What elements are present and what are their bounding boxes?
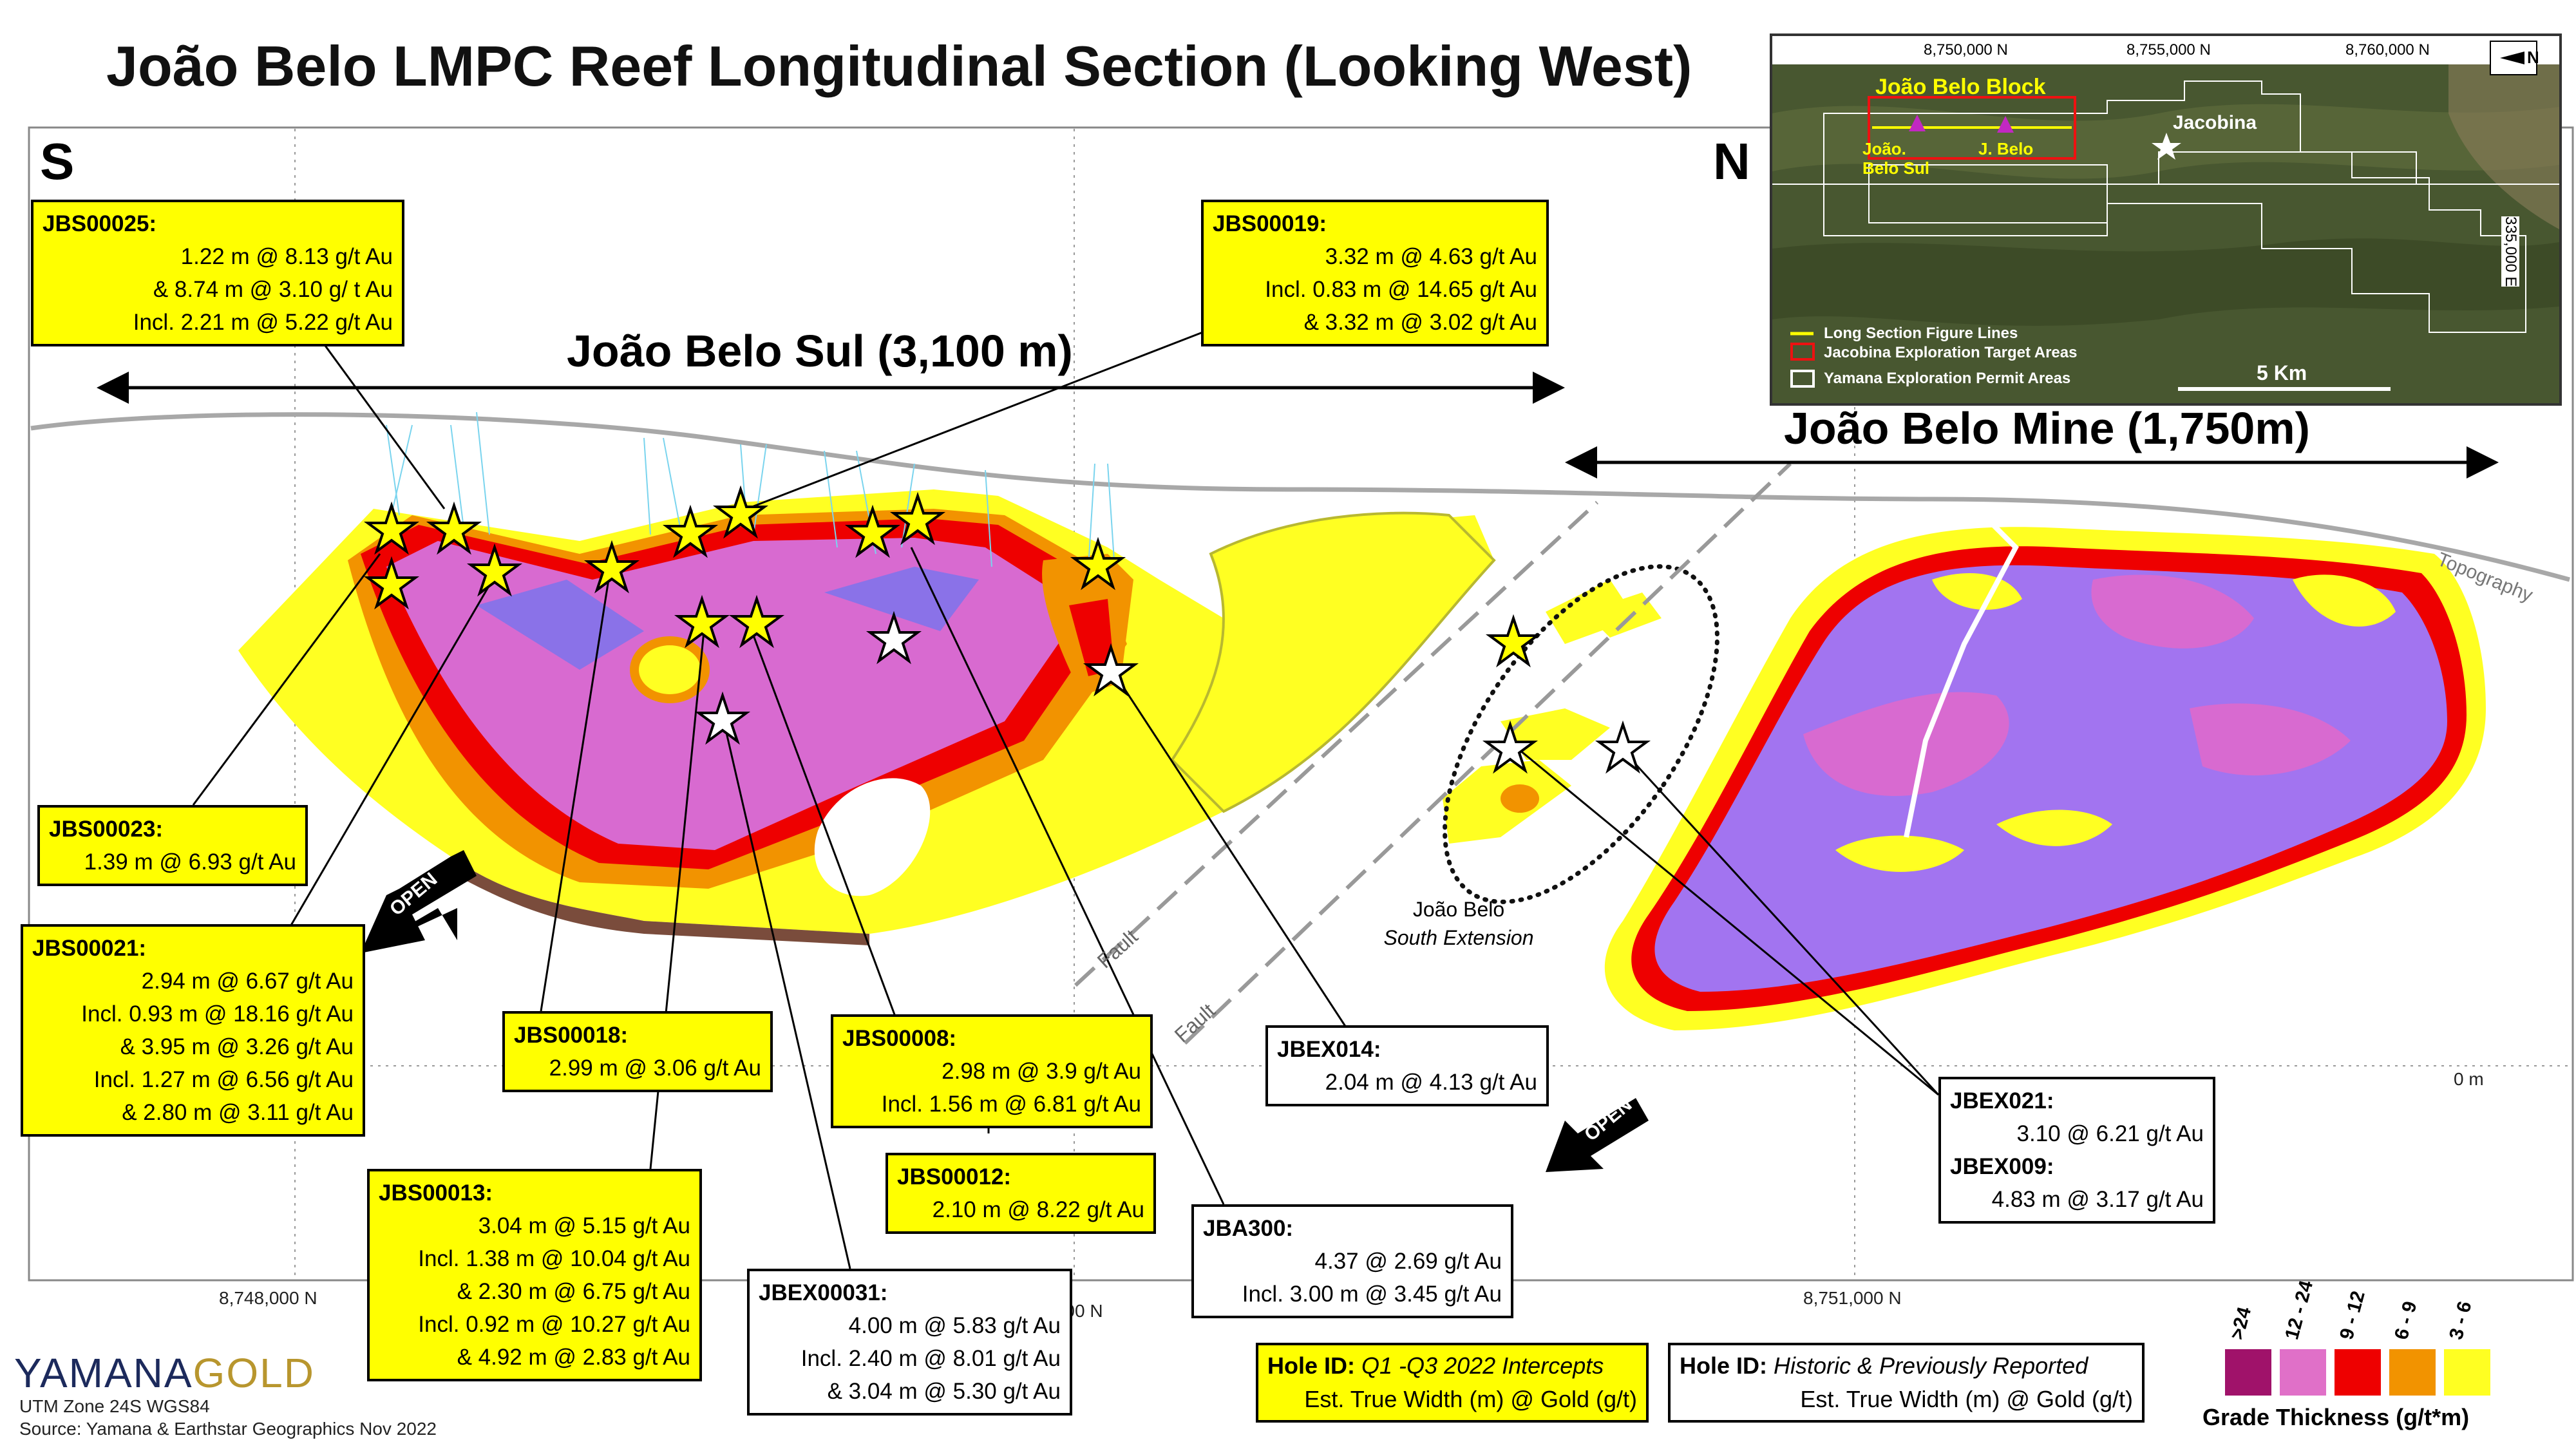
- direction-south: S: [40, 133, 75, 190]
- inset-top-label-1: 8,750,000 N: [1924, 41, 2008, 59]
- star-marker-current: [674, 594, 730, 649]
- axis-label-elevation: 0 m: [2454, 1069, 2484, 1089]
- inset-legend-1: Long Section Figure Lines: [1824, 325, 2018, 342]
- star-marker-current: [583, 540, 640, 594]
- star-marker-historic: [1595, 720, 1651, 774]
- south-extension-line2: South Extension: [1383, 926, 1534, 949]
- star-marker-historic: [866, 611, 922, 665]
- inset-jacobina-label: Jacobina: [2173, 112, 2257, 133]
- topography-line: [30, 412, 2570, 582]
- fault-line-1: [1074, 500, 1599, 987]
- star-marker-historic: [694, 691, 751, 745]
- leader-lines: [192, 330, 1940, 1269]
- inset-scale-label: 5 Km: [2257, 361, 2307, 384]
- callout-jbex021-jbex009: JBEX021: 3.10 @ 6.21 g/t Au JBEX009: 4.8…: [1938, 1077, 2215, 1224]
- inset-top-label-3: 8,760,000 N: [2345, 41, 2430, 59]
- grade-swatch-2: [2280, 1349, 2326, 1396]
- fault-line-2: [1183, 462, 1792, 1045]
- star-marker-current: [1070, 536, 1126, 591]
- callout-jbs00025: JBS00025: 1.22 m @ 8.13 g/t Au & 8.74 m …: [31, 200, 404, 346]
- star-marker-current: [363, 556, 420, 610]
- joao-belo-mine-body: [1604, 513, 2486, 1030]
- star-marker-current: [712, 485, 769, 539]
- callout-jbs00012: JBS00012: 2.10 m @ 8.22 g/t Au: [886, 1153, 1156, 1234]
- inset-jbelo-label: J. Belo: [1978, 139, 2034, 158]
- inset-legend-2: Jacobina Exploration Target Areas: [1824, 344, 2078, 361]
- south-extension-line1: João Belo: [1412, 898, 1505, 921]
- stars-historic: [694, 611, 1651, 774]
- direction-north: N: [1713, 133, 1750, 190]
- inset-side-label: 335,000 E: [2501, 216, 2519, 287]
- star-marker-historic: [1482, 720, 1539, 774]
- star-marker-current: [363, 501, 420, 555]
- legend-current-intercepts: Hole ID: Q1 -Q3 2022 Intercepts Est. Tru…: [1256, 1343, 1649, 1423]
- legend-historic-intercepts: Hole ID: Historic & Previously Reported …: [1668, 1343, 2145, 1423]
- callout-jbex00031: JBEX00031: 4.00 m @ 5.83 g/t Au Incl. 2.…: [747, 1269, 1072, 1416]
- star-marker-current: [889, 491, 946, 545]
- callout-jbs00013: JBS00013: 3.04 m @ 5.15 g/t Au Incl. 1.3…: [367, 1169, 702, 1381]
- grade-swatch-1: [2225, 1349, 2271, 1396]
- callout-jbex014: JBEX014: 2.04 m @ 4.13 g/t Au: [1265, 1025, 1549, 1106]
- page-title: João Belo LMPC Reef Longitudinal Section…: [106, 34, 1692, 98]
- north-arrow-label: N: [2527, 48, 2539, 67]
- callout-jbs00023: JBS00023: 1.39 m @ 6.93 g/t Au: [37, 805, 308, 886]
- inset-map-graphic: [1772, 36, 2559, 403]
- star-marker-current: [466, 543, 523, 597]
- inset-block-label: João Belo Block: [1875, 75, 2046, 99]
- joao-belo-sul-body: [238, 489, 1496, 945]
- star-marker-current: [728, 594, 785, 649]
- grade-swatch-5: [2444, 1349, 2490, 1396]
- callout-jbs00021: JBS00021: 2.94 m @ 6.67 g/t Au Incl. 0.9…: [21, 924, 365, 1137]
- inset-legend-3: Yamana Exploration Permit Areas: [1824, 370, 2071, 387]
- inset-jbelo-sul-label: João. Belo Sul: [1862, 139, 1930, 178]
- source-line-2: Source: Yamana & Earthstar Geographics N…: [19, 1419, 437, 1439]
- grade-swatch-3: [2334, 1349, 2381, 1396]
- yamana-gold-logo: YAMANAGOLD: [14, 1350, 315, 1396]
- callout-jbs00018: JBS00018: 2.99 m @ 3.06 g/t Au: [502, 1011, 773, 1092]
- axis-label-x3: 8,751,000 N: [1803, 1288, 1902, 1308]
- callout-jba300: JBA300: 4.37 @ 2.69 g/t Au Incl. 3.00 m …: [1191, 1204, 1513, 1318]
- grade-swatch-4: [2389, 1349, 2436, 1396]
- star-marker-current: [426, 501, 482, 555]
- callout-jbs00008: JBS00008: 2.98 m @ 3.9 g/t Au Incl. 1.56…: [831, 1014, 1153, 1128]
- stars-current: [363, 485, 1542, 668]
- star-marker-historic: [1083, 643, 1139, 697]
- axis-label-x1: 8,748,000 N: [219, 1288, 317, 1308]
- star-marker-current: [1485, 614, 1542, 668]
- joao-belo-sul-label: João Belo Sul (3,100 m): [567, 326, 1073, 376]
- open-arrow-left: [361, 850, 477, 953]
- source-line-1: UTM Zone 24S WGS84: [19, 1396, 210, 1416]
- joao-belo-mine-label: João Belo Mine (1,750m): [1784, 403, 2310, 453]
- location-inset-map: 8,750,000 N 8,755,000 N 8,760,000 N 335,…: [1770, 33, 2562, 406]
- inset-top-label-2: 8,755,000 N: [2126, 41, 2211, 59]
- south-extension-label: João Belo South Extension: [1359, 895, 1558, 952]
- callout-jbs00019: JBS00019: 3.32 m @ 4.63 g/t Au Incl. 0.8…: [1201, 200, 1549, 346]
- star-marker-current: [844, 504, 901, 558]
- open-arrow-right: [1546, 1098, 1649, 1172]
- star-marker-current: [662, 504, 719, 558]
- grade-thickness-title: Grade Thickness (g/t*m): [2202, 1404, 2470, 1430]
